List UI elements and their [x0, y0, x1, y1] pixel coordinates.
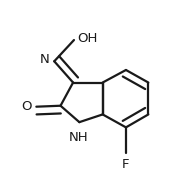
Text: OH: OH — [78, 32, 98, 45]
Text: NH: NH — [69, 131, 88, 144]
Text: N: N — [40, 53, 50, 66]
Text: O: O — [21, 100, 32, 113]
Text: F: F — [122, 158, 130, 171]
